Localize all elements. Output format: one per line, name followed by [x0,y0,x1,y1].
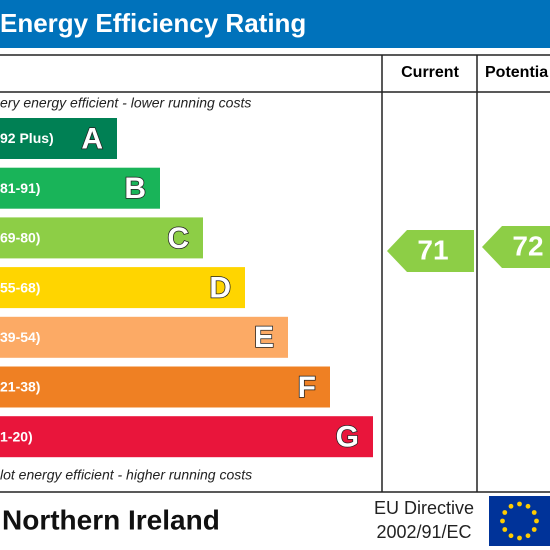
region: Northern Ireland [2,504,220,535]
eu-stars [500,501,539,541]
band-range: 39-54) [0,329,40,345]
band-bar [0,267,245,309]
current-rating: 71 [417,234,448,265]
band-range: 69-80) [0,230,40,246]
band-range: 55-68) [0,279,40,295]
star [508,503,514,509]
potential-rating: 72 [512,230,543,261]
star [502,510,508,515]
band-letter: B [124,172,146,205]
star [500,518,505,524]
bands: 92 Plus) A 81-91) B 69-80) C 55-68) D 39-54) E 21-… [0,118,373,458]
star [517,501,522,507]
band-letter: E [254,321,274,354]
current-header: Current [401,64,459,81]
band-bar [0,118,117,159]
star [525,533,531,539]
band-bar [0,316,288,358]
current-arrow [387,230,474,272]
top-note: ery energy efficient - lower running cos… [0,95,251,111]
title-bar [0,0,550,48]
potential-header: Potentia [485,64,548,81]
band-bar [0,217,203,259]
band-letter: C [167,222,189,255]
directive-line2: 2002/91/EC [376,522,471,542]
title: Energy Efficiency Rating [0,8,306,38]
star [531,527,537,532]
star [525,503,531,509]
star [531,510,537,515]
band-range: 1-20) [0,428,33,444]
band-letter: F [298,371,316,404]
potential-arrow [482,226,550,268]
bottom-note: lot energy efficient - higher running co… [0,467,252,483]
band-bar [0,366,330,408]
star [502,527,508,532]
band-bar [0,167,160,209]
band-letter: D [209,272,231,305]
band-letter: G [336,421,359,454]
band-range: 92 Plus) [0,130,54,146]
directive-line1: EU Directive [374,498,474,518]
band-range: 21-38) [0,379,40,395]
band-range: 81-91) [0,180,40,196]
star [517,535,522,541]
star [534,518,539,524]
table-lines [0,54,550,493]
band-letter: A [81,122,103,155]
star [508,533,514,539]
band-bar [0,416,373,458]
